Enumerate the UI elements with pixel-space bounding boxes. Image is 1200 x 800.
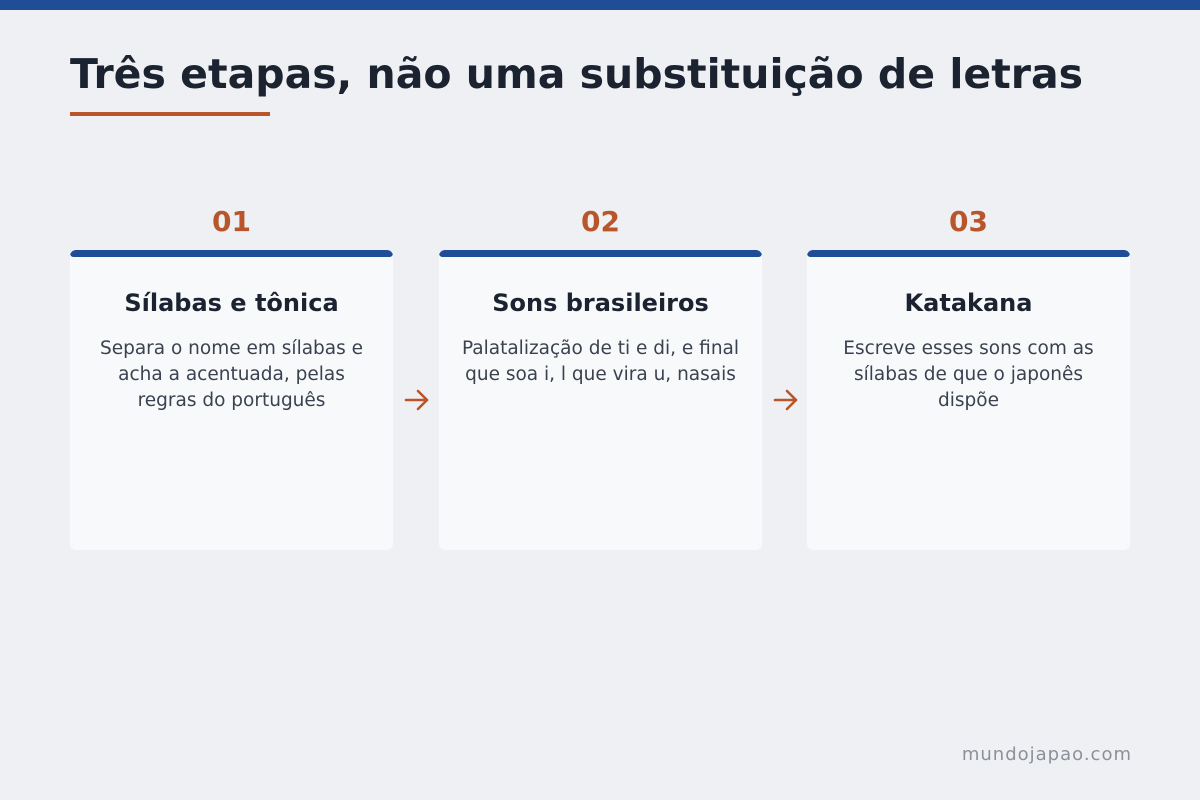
page-title: Três etapas, não uma substituição de let… bbox=[70, 50, 1084, 98]
step-number-1: 01 bbox=[212, 205, 251, 238]
step-description-3: Escreve esses sons com as sílabas de que… bbox=[843, 338, 1094, 411]
card-top-bar bbox=[807, 250, 1130, 257]
top-accent-bar bbox=[0, 0, 1200, 10]
step-description-1: Separa o nome em sílabas e acha a acentu… bbox=[99, 338, 364, 411]
step-number-2: 02 bbox=[581, 205, 620, 238]
title-underline bbox=[70, 112, 270, 116]
step-title-3: Katakana bbox=[904, 289, 1033, 317]
arrow-right-icon bbox=[404, 389, 429, 411]
step-card-2: Sons brasileiros Palatalização de ti e d… bbox=[439, 250, 762, 550]
step-description-2: Palatalização de ti e di, e final que so… bbox=[461, 338, 740, 385]
card-top-bar bbox=[70, 250, 393, 257]
arrow-right-icon bbox=[773, 389, 798, 411]
step-card-3: Katakana Escreve esses sons com as sílab… bbox=[807, 250, 1130, 550]
step-card-1: Sílabas e tônica Separa o nome em sílaba… bbox=[70, 250, 393, 550]
card-top-bar bbox=[439, 250, 762, 257]
step-number-3: 03 bbox=[949, 205, 988, 238]
step-title-1: Sílabas e tônica bbox=[124, 289, 339, 317]
step-title-2: Sons brasileiros bbox=[492, 289, 709, 317]
footer-site-url: mundojapao.com bbox=[961, 744, 1132, 765]
